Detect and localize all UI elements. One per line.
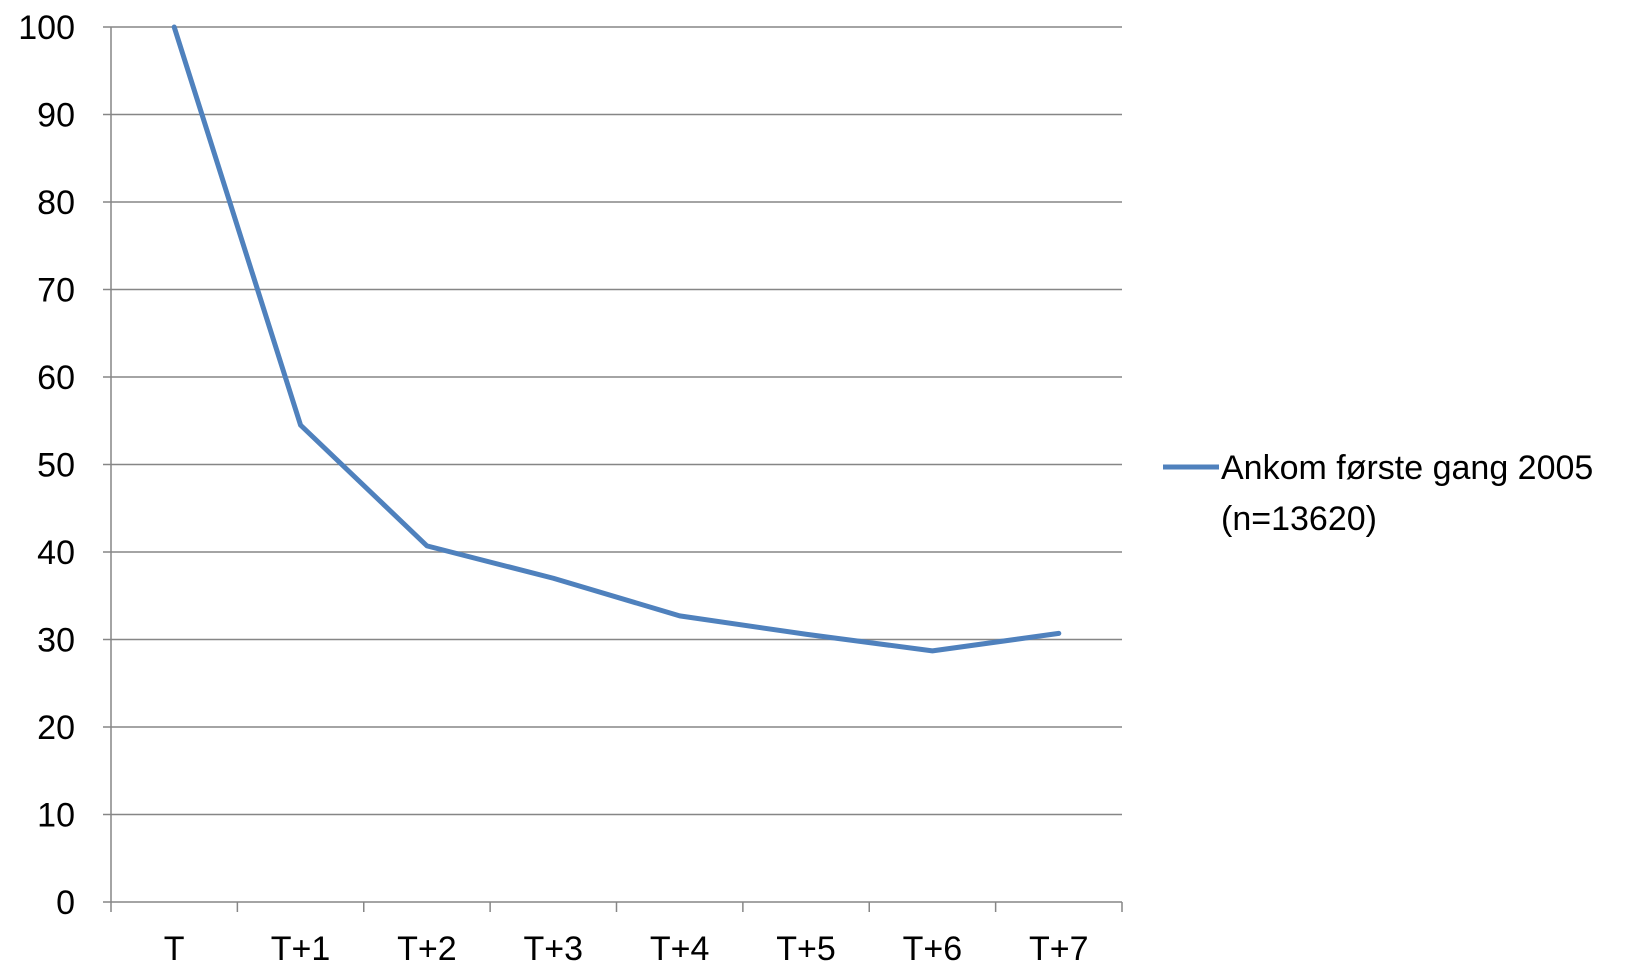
- y-tick-label: 40: [37, 534, 75, 572]
- y-tick-label: 60: [37, 359, 75, 397]
- legend: Ankom første gang 2005 (n=13620): [1163, 449, 1593, 538]
- y-tick-label: 50: [37, 447, 75, 485]
- x-tick-label: T+3: [524, 930, 584, 968]
- y-tick-label: 100: [18, 9, 75, 47]
- axes: [103, 26, 1123, 912]
- x-tick-label: T+1: [271, 930, 331, 968]
- legend-label-line-2: (n=13620): [1221, 500, 1377, 538]
- x-tick-label: T+2: [397, 930, 457, 968]
- series-group: [171, 24, 1062, 654]
- gridlines: [111, 26, 1122, 816]
- x-tick-label: T+7: [1029, 930, 1089, 968]
- x-axis-tick-labels: T T+1 T+2 T+3 T+4 T+5 T+6 T+7: [164, 930, 1089, 968]
- x-tick-label: T+4: [650, 930, 710, 968]
- x-tick-label: T+6: [903, 930, 963, 968]
- y-tick-label: 10: [37, 797, 75, 835]
- y-tick-label: 20: [37, 709, 75, 747]
- legend-label-line-1: Ankom første gang 2005: [1221, 449, 1593, 487]
- y-tick-label: 0: [56, 884, 75, 922]
- y-tick-label: 90: [37, 97, 75, 135]
- y-tick-label: 30: [37, 622, 75, 660]
- series-line-0: [171, 24, 1062, 654]
- x-tick-label: T: [164, 930, 185, 968]
- y-axis-tick-labels: 0 10 20 30 40 50 60 70 80 90 100: [18, 9, 75, 922]
- y-tick-label: 70: [37, 272, 75, 310]
- x-tick-label: T+5: [776, 930, 836, 968]
- y-tick-label: 80: [37, 184, 75, 222]
